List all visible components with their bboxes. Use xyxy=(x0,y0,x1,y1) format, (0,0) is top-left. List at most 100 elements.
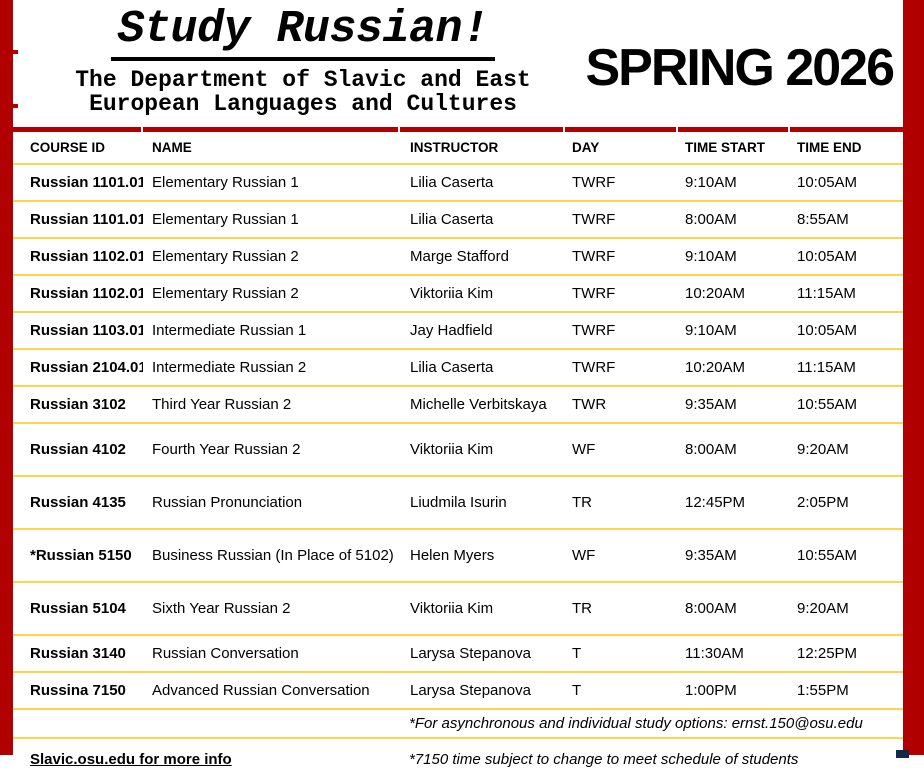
right-scarlet-band xyxy=(903,0,924,755)
footer-link-cell: Slavic.osu.edu for more info xyxy=(13,737,400,779)
cell-name: Advanced Russian Conversation xyxy=(143,671,400,709)
cell-time-end: 10:05AM xyxy=(790,163,903,201)
cell-time-end: 10:05AM xyxy=(790,237,903,275)
cell-instructor: Lilia Caserta xyxy=(400,348,565,386)
cell-course-id: Russian 1101.01 xyxy=(13,163,143,201)
cell-time-start: 8:00AM xyxy=(678,581,790,635)
column-header-day: DAY xyxy=(572,140,600,155)
cell-name: Elementary Russian 2 xyxy=(143,237,400,275)
async-note-row: *For asynchronous and individual study o… xyxy=(13,708,903,738)
cell-name: Russian Pronunciation xyxy=(143,475,400,529)
cell-day: WF xyxy=(565,528,678,582)
cell-day: TWRF xyxy=(565,274,678,312)
cell-course-id: Russian 3102 xyxy=(13,385,143,423)
cell-time-start: 1:00PM xyxy=(678,671,790,709)
async-note: *For asynchronous and individual study o… xyxy=(400,708,903,738)
table-row: Russian 3140 Russian Conversation Larysa… xyxy=(13,634,903,672)
cell-time-start: 12:45PM xyxy=(678,475,790,529)
cell-instructor: Viktoriia Kim xyxy=(400,422,565,476)
cell-instructor: Viktoriia Kim xyxy=(400,274,565,312)
cell-course-id: Russian 3140 xyxy=(13,634,143,672)
cell-course-id: *Russian 5150 xyxy=(13,528,143,582)
cell-time-start: 9:10AM xyxy=(678,163,790,201)
department-subtitle: The Department of Slavic and East Europe… xyxy=(28,68,578,116)
cell-instructor: Larysa Stepanova xyxy=(400,671,565,709)
cell-day: WF xyxy=(565,422,678,476)
cell-time-start: 9:35AM xyxy=(678,528,790,582)
cell-time-end: 2:05PM xyxy=(790,475,903,529)
slavic-website-link[interactable]: Slavic.osu.edu for more info xyxy=(30,750,232,768)
cell-day: T xyxy=(565,671,678,709)
cell-day: TWR xyxy=(565,385,678,423)
cell-day: TR xyxy=(565,581,678,635)
left-scarlet-band xyxy=(0,0,13,755)
course-table-notes: *For asynchronous and individual study o… xyxy=(13,708,903,779)
cell-course-id: Russina 7150 xyxy=(13,671,143,709)
table-row: Russian 1101.01 Elementary Russian 1 Lil… xyxy=(13,200,903,238)
cell-course-id: Russian 1101.01 xyxy=(13,200,143,238)
course-table-body: Russian 1101.01 Elementary Russian 1 Lil… xyxy=(13,163,903,709)
table-row: Russian 4135 Russian Pronunciation Liudm… xyxy=(13,475,903,529)
cell-name: Russian Conversation xyxy=(143,634,400,672)
left-band-tick xyxy=(13,50,18,54)
cell-course-id: Russian 1103.01 xyxy=(13,311,143,349)
cell-name: Elementary Russian 1 xyxy=(143,163,400,201)
cell-day: TWRF xyxy=(565,311,678,349)
term-label: SPRING 2026 xyxy=(585,39,895,97)
cell-time-start: 11:30AM xyxy=(678,634,790,672)
header-row: COURSE ID NAME INSTRUCTOR DAY TIME START… xyxy=(13,132,903,164)
cell-time-end: 10:55AM xyxy=(790,385,903,423)
cell-time-start: 9:35AM xyxy=(678,385,790,423)
cell-instructor: Lilia Caserta xyxy=(400,200,565,238)
table-top-border xyxy=(13,127,903,132)
cell-time-end: 12:25PM xyxy=(790,634,903,672)
cell-day: TWRF xyxy=(565,237,678,275)
cell-course-id: Russian 1102.01 xyxy=(13,274,143,312)
cell-day: TWRF xyxy=(565,163,678,201)
cell-day: TR xyxy=(565,475,678,529)
cell-name: Third Year Russian 2 xyxy=(143,385,400,423)
footer-row: Slavic.osu.edu for more info *7150 time … xyxy=(13,737,903,779)
cell-course-id: Russian 5104 xyxy=(13,581,143,635)
subtitle-line-2: European Languages and Cultures xyxy=(89,90,517,117)
table-row: Russian 1103.01 Intermediate Russian 1 J… xyxy=(13,311,903,349)
header-block: Study Russian! The Department of Slavic … xyxy=(28,5,578,116)
cell-instructor: Jay Hadfield xyxy=(400,311,565,349)
left-band-tick xyxy=(13,104,18,108)
cell-instructor: Helen Myers xyxy=(400,528,565,582)
cell-time-end: 9:20AM xyxy=(790,581,903,635)
course-table-wrap: COURSE ID NAME INSTRUCTOR DAY TIME START… xyxy=(13,127,903,779)
page-title: Study Russian! xyxy=(111,5,495,61)
cell-name: Intermediate Russian 2 xyxy=(143,348,400,386)
cell-time-start: 8:00AM xyxy=(678,422,790,476)
cell-instructor: Larysa Stepanova xyxy=(400,634,565,672)
cell-course-id: Russian 4102 xyxy=(13,422,143,476)
cell-name: Fourth Year Russian 2 xyxy=(143,422,400,476)
cell-instructor: Liudmila Isurin xyxy=(400,475,565,529)
cell-time-start: 9:10AM xyxy=(678,237,790,275)
table-row: Russian 2104.01 Intermediate Russian 2 L… xyxy=(13,348,903,386)
table-row: *Russian 5150 Business Russian (In Place… xyxy=(13,528,903,582)
cell-time-end: 11:15AM xyxy=(790,274,903,312)
cell-name: Sixth Year Russian 2 xyxy=(143,581,400,635)
cell-instructor: Viktoriia Kim xyxy=(400,581,565,635)
time-change-note: *7150 time subject to change to meet sch… xyxy=(400,737,903,779)
cell-name: Intermediate Russian 1 xyxy=(143,311,400,349)
cell-day: T xyxy=(565,634,678,672)
cell-time-end: 10:55AM xyxy=(790,528,903,582)
course-table: COURSE ID NAME INSTRUCTOR DAY TIME START… xyxy=(13,132,903,779)
column-header-instructor: INSTRUCTOR xyxy=(410,140,499,155)
cell-instructor: Lilia Caserta xyxy=(400,163,565,201)
cell-name: Elementary Russian 1 xyxy=(143,200,400,238)
cell-instructor: Marge Stafford xyxy=(400,237,565,275)
cell-course-id: Russian 2104.01 xyxy=(13,348,143,386)
column-header-course-id: COURSE ID xyxy=(30,140,106,155)
cell-name: Business Russian (In Place of 5102) xyxy=(143,528,400,582)
cell-day: TWRF xyxy=(565,348,678,386)
table-row: Russian 1102.01 Elementary Russian 2 Vik… xyxy=(13,274,903,312)
cell-time-end: 9:20AM xyxy=(790,422,903,476)
column-header-time-start: TIME START xyxy=(685,140,765,155)
cell-time-start: 8:00AM xyxy=(678,200,790,238)
table-row: Russian 3102 Third Year Russian 2 Michel… xyxy=(13,385,903,423)
